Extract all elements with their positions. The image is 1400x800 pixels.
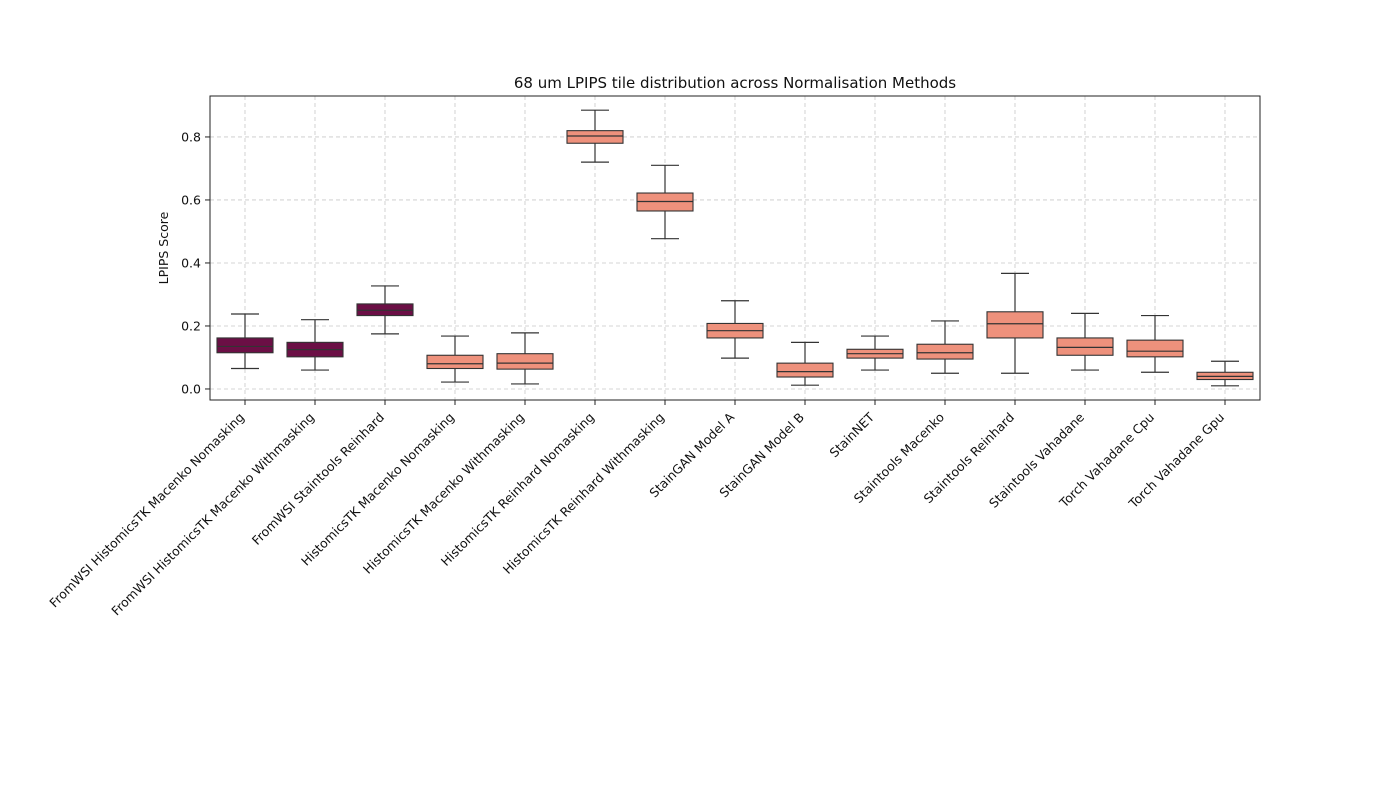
box-group bbox=[216, 313, 274, 370]
box-group bbox=[916, 320, 974, 374]
box-group bbox=[986, 272, 1044, 374]
y-tick-label: 0.2 bbox=[181, 318, 201, 333]
iqr-box bbox=[776, 362, 834, 378]
x-category-label: FromWSI Staintools Reinhard bbox=[249, 410, 387, 548]
x-tick-layer: FromWSI HistomicsTK Macenko NomaskingFro… bbox=[46, 400, 1227, 618]
box-group bbox=[1196, 360, 1254, 387]
iqr-box bbox=[496, 353, 554, 370]
box-group bbox=[636, 164, 694, 240]
iqr-box bbox=[216, 337, 274, 354]
box-group bbox=[496, 332, 554, 385]
iqr-box bbox=[986, 311, 1044, 339]
x-category-label: HistomicsTK Macenko Nomasking bbox=[298, 410, 457, 569]
box-group bbox=[426, 335, 484, 383]
y-tick-label: 0.6 bbox=[181, 192, 201, 207]
x-category-label: StainNET bbox=[826, 409, 877, 460]
y-tick-label: 0.0 bbox=[181, 381, 201, 396]
y-tick-label: 0.4 bbox=[181, 255, 201, 270]
box-group bbox=[706, 300, 764, 359]
iqr-box bbox=[916, 343, 974, 360]
iqr-box bbox=[1056, 337, 1114, 356]
box-group bbox=[846, 335, 904, 371]
box-group bbox=[1126, 314, 1184, 373]
box-group bbox=[776, 341, 834, 386]
box-group bbox=[566, 109, 624, 163]
iqr-box bbox=[1126, 339, 1184, 358]
y-tick-label: 0.8 bbox=[181, 129, 201, 144]
chart-title: 68 um LPIPS tile distribution across Nor… bbox=[514, 74, 956, 92]
x-category-label: HistomicsTK Reinhard Withmasking bbox=[500, 410, 667, 577]
box-layer bbox=[216, 109, 1254, 387]
box-group bbox=[1056, 312, 1114, 371]
iqr-box bbox=[566, 130, 624, 144]
y-axis-label: LPIPS Score bbox=[156, 211, 171, 284]
y-tick-layer: 0.0 0.2 0.4 0.6 0.8 bbox=[181, 129, 210, 396]
iqr-box bbox=[426, 354, 484, 370]
box-group bbox=[356, 285, 414, 335]
box-group bbox=[286, 319, 344, 371]
x-category-label: HistomicsTK Reinhard Nomasking bbox=[438, 410, 597, 569]
